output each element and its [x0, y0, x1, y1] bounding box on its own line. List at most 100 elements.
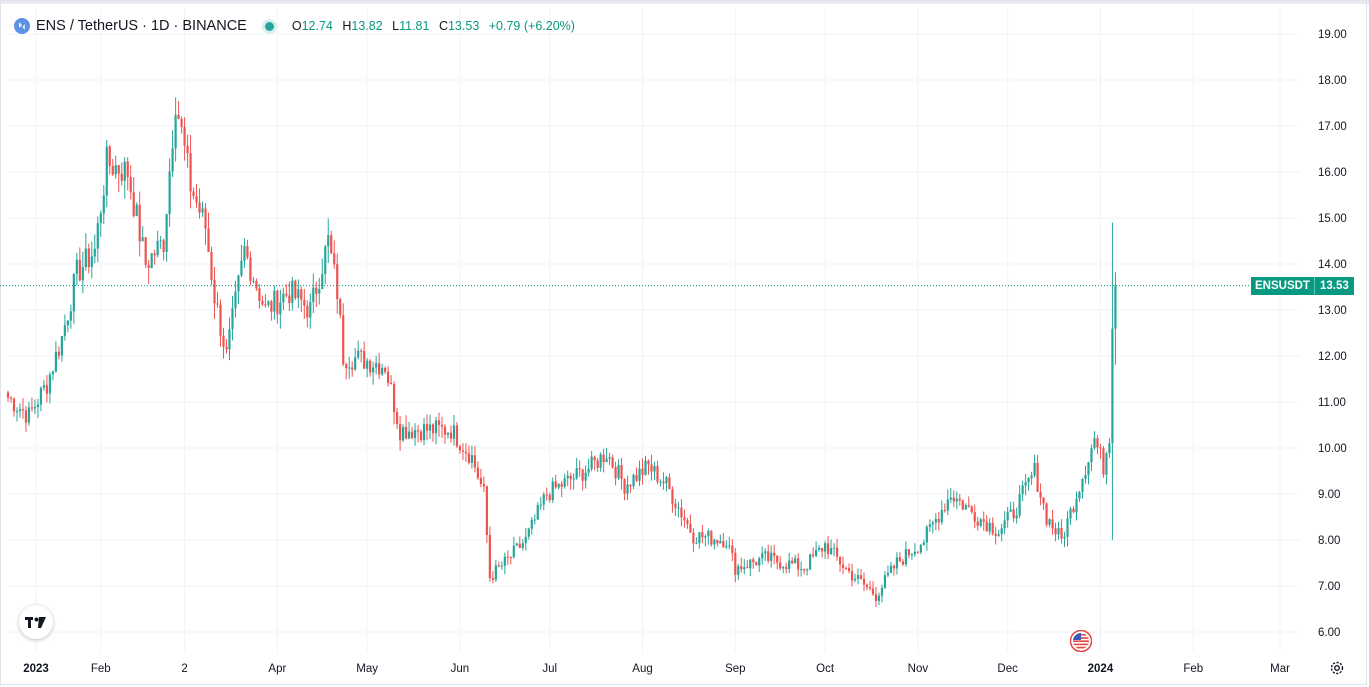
price-tag-value: 13.53: [1314, 276, 1354, 295]
candle: [674, 498, 677, 517]
candle: [758, 556, 761, 573]
candle: [788, 552, 791, 574]
candle: [177, 100, 180, 120]
us-flag-icon[interactable]: [1070, 630, 1092, 652]
x-tick-label: Feb: [91, 663, 111, 675]
candle: [401, 424, 405, 443]
candle: [1069, 506, 1072, 525]
candle: [473, 446, 477, 473]
candle: [934, 513, 937, 531]
candle: [623, 478, 626, 501]
candle: [1027, 477, 1030, 491]
candle: [982, 511, 985, 531]
candle: [9, 396, 13, 403]
market-status-dot[interactable]: [264, 21, 274, 31]
candle: [829, 539, 833, 555]
candle: [602, 448, 605, 473]
candle: [734, 548, 737, 583]
y-tick-label: 13.00: [1318, 305, 1347, 317]
y-tick-label: 18.00: [1318, 75, 1347, 87]
candle: [15, 407, 19, 422]
candle: [144, 236, 147, 268]
price-axis[interactable]: 19.00 18.00 17.00 16.00 15.00 14.00 13.00 12.00…: [1318, 29, 1347, 639]
candle: [395, 407, 399, 430]
candle: [862, 572, 866, 591]
candle: [482, 476, 485, 493]
candle: [443, 424, 447, 444]
candle: [542, 492, 545, 511]
candle: [509, 556, 512, 565]
candle: [165, 213, 168, 262]
candle: [692, 528, 695, 553]
candle: [1105, 451, 1108, 485]
candle: [641, 458, 644, 485]
time-axis[interactable]: 2023 Feb 2 Apr May Jun Jul Aug Sep Oct Nov Dec 2024 F…: [23, 663, 1290, 675]
candle: [524, 527, 527, 551]
candle: [348, 356, 351, 379]
y-tick-label: 16.00: [1318, 167, 1347, 179]
candle: [222, 327, 225, 359]
candle: [189, 134, 192, 209]
candle: [533, 514, 536, 525]
candle: [955, 491, 958, 510]
candle: [294, 279, 297, 301]
candle: [422, 417, 426, 446]
candle: [375, 355, 378, 375]
candle: [150, 253, 153, 269]
candle: [369, 359, 372, 377]
candle: [398, 416, 402, 451]
candle: [282, 287, 285, 311]
ohlc-values: O12.74 H13.82 L11.81 C13.53 +0.79 (+6.20…: [291, 19, 575, 33]
candle: [913, 543, 916, 557]
candle: [156, 230, 159, 258]
gear-icon[interactable]: [1329, 660, 1345, 676]
symbol-legend: ENS / TetherUS · 1D · BINANCE O12.74 H13…: [14, 16, 581, 36]
candle: [865, 583, 869, 591]
candle: [680, 499, 683, 527]
candle: [847, 563, 851, 574]
candle: [12, 397, 16, 417]
candle: [309, 293, 312, 329]
candle: [764, 548, 767, 562]
candle: [800, 561, 803, 577]
change-value: +0.79 (+6.20%): [488, 19, 575, 33]
candle: [485, 485, 488, 544]
candle: [536, 502, 539, 520]
candle: [964, 503, 967, 510]
close-value: 13.53: [447, 19, 480, 33]
symbol-title[interactable]: ENS / TetherUS · 1D · BINANCE: [36, 18, 247, 34]
candle: [671, 486, 674, 513]
x-tick-label: Apr: [268, 663, 286, 675]
candle: [835, 538, 839, 561]
candle: [360, 348, 363, 363]
candle: [791, 557, 794, 565]
candle: [198, 188, 201, 219]
candle: [958, 493, 961, 506]
candle: [225, 339, 228, 354]
candle: [1036, 454, 1039, 492]
candle: [500, 561, 503, 570]
candle: [467, 445, 471, 465]
candle: [704, 534, 707, 547]
ens-logo-icon[interactable]: [14, 18, 30, 34]
candle: [6, 390, 10, 402]
candle: [871, 581, 875, 596]
candle: [910, 553, 913, 560]
tradingview-logo-icon[interactable]: [19, 605, 53, 639]
candle: [1102, 445, 1105, 478]
candle: [413, 423, 417, 446]
candle: [111, 158, 114, 177]
candle: [102, 185, 105, 224]
candle: [327, 218, 330, 263]
candle: [404, 415, 408, 440]
candle: [952, 490, 955, 508]
candle: [812, 547, 815, 559]
candle: [1099, 443, 1102, 459]
candle: [925, 525, 928, 551]
candle: [853, 573, 857, 583]
candle: [1054, 522, 1057, 542]
candle: [288, 281, 291, 312]
candle: [1024, 473, 1027, 496]
candle: [650, 454, 653, 481]
